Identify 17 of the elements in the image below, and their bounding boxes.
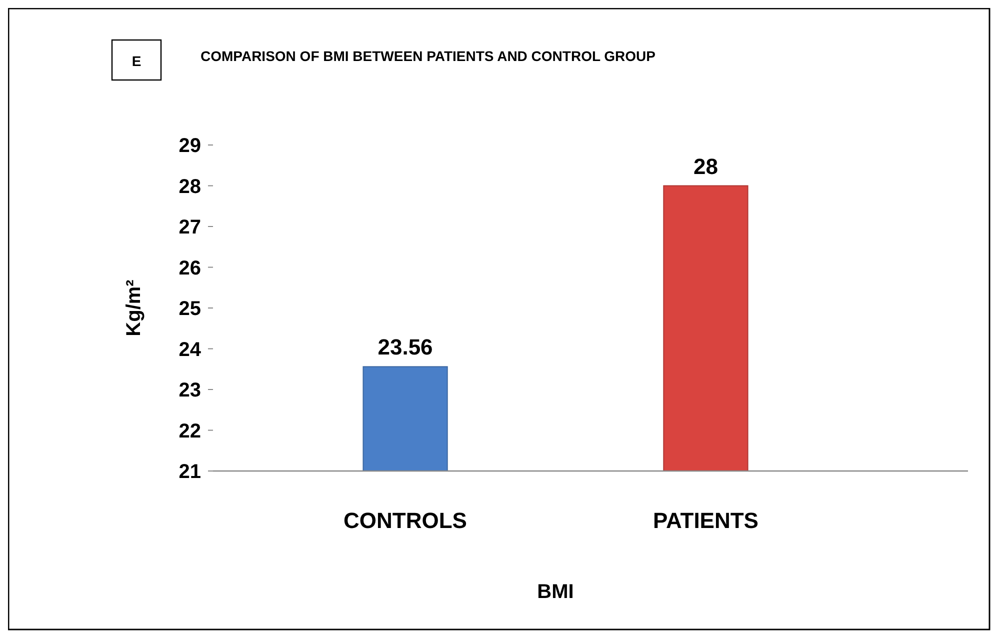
data-label: 28 — [693, 154, 718, 179]
data-label: 23.56 — [378, 334, 433, 360]
y-tick-label: 28 — [178, 176, 201, 198]
y-tick-label: 24 — [178, 338, 202, 361]
y-tick-label: 23 — [178, 380, 201, 402]
x-tick-label: CONTROLS — [344, 508, 468, 533]
chart-title: COMPARISON OF BMI BETWEEN PATIENTS AND CONTROL GROUP — [200, 48, 656, 64]
y-tick-label: 25 — [178, 298, 201, 320]
y-tick-label: 22 — [178, 420, 201, 442]
x-tick-label: PATIENTS — [652, 508, 758, 533]
y-tick-label: 21 — [178, 461, 201, 483]
x-axis-title: BMI — [537, 581, 574, 603]
y-tick-label: 29 — [178, 135, 201, 157]
text: E — [132, 53, 142, 69]
y-tick-label: 27 — [178, 216, 201, 238]
y-axis-title: Kg/m² — [123, 279, 145, 336]
y-tick-label: 26 — [178, 257, 201, 280]
